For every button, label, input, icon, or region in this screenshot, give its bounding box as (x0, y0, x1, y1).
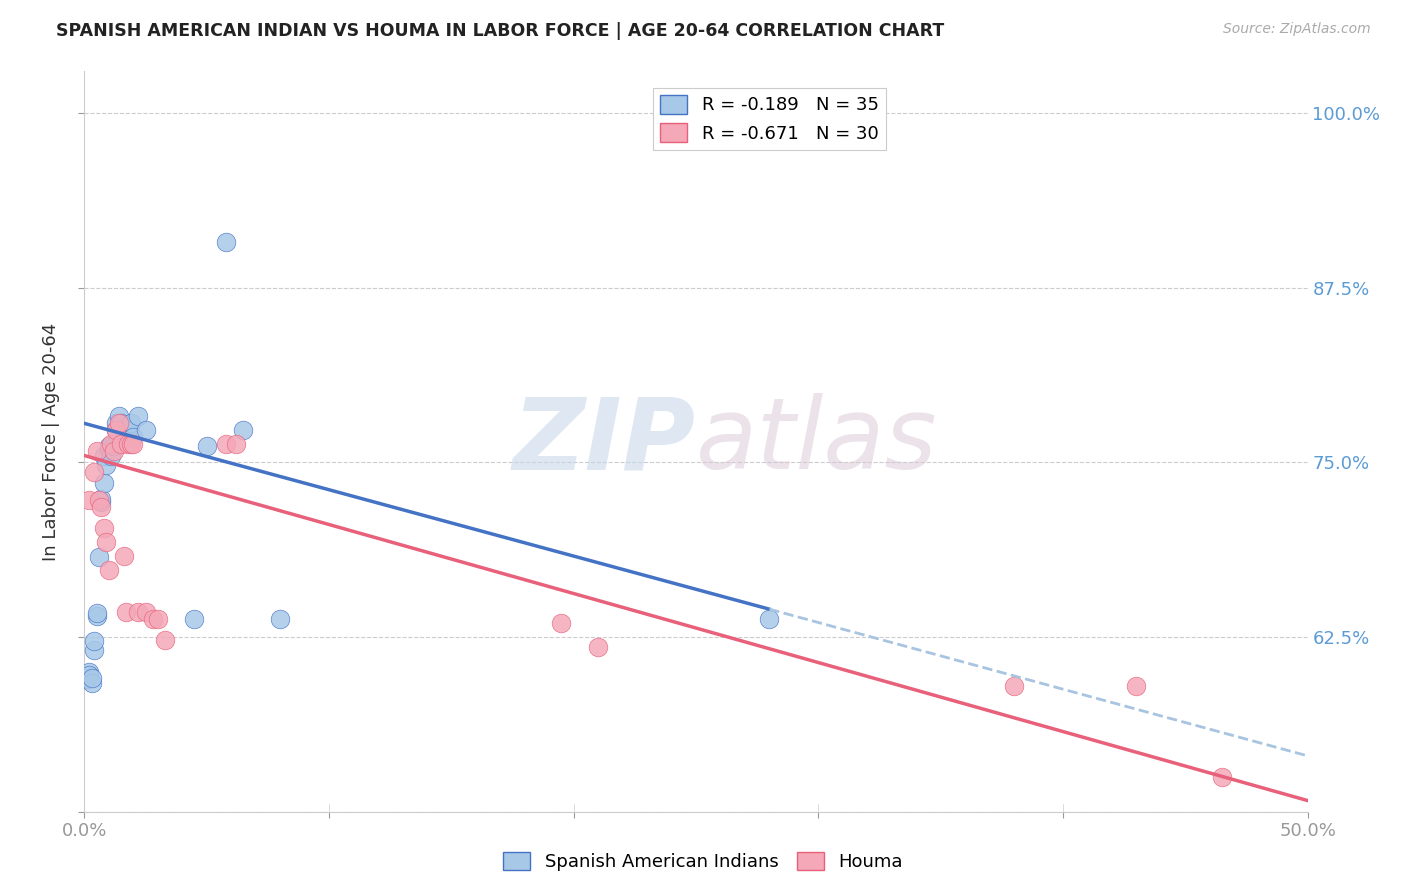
Legend: R = -0.189   N = 35, R = -0.671   N = 30: R = -0.189 N = 35, R = -0.671 N = 30 (652, 87, 886, 150)
Point (83, 465, 105, 479)
Point (80, 671, 103, 685)
Point (80, 676, 103, 690)
Point (225, 437, 247, 451)
Point (93, 521, 115, 535)
Point (120, 417, 142, 431)
Point (107, 417, 129, 431)
Point (758, 612, 780, 626)
Point (100, 449, 122, 463)
Point (77, 665, 100, 679)
Point (142, 612, 165, 626)
Point (153, 632, 176, 647)
Point (86, 607, 108, 621)
Point (77, 668, 100, 682)
Point (122, 430, 145, 444)
Point (86, 444, 108, 458)
Point (90, 491, 112, 506)
Point (107, 409, 129, 424)
Point (110, 437, 132, 451)
Point (115, 605, 138, 619)
Point (97, 442, 120, 456)
Point (1125, 679, 1147, 693)
Point (215, 437, 238, 451)
Point (105, 417, 128, 431)
Text: ZIP: ZIP (513, 393, 696, 490)
Point (97, 563, 120, 577)
Point (195, 439, 218, 453)
Point (127, 409, 149, 424)
Point (110, 417, 132, 431)
Point (105, 423, 128, 437)
Point (77, 493, 100, 508)
Point (93, 449, 115, 463)
Point (90, 494, 112, 508)
Point (87, 550, 110, 565)
Point (120, 437, 142, 451)
Point (96, 458, 118, 473)
Point (117, 437, 139, 451)
Point (183, 612, 205, 626)
Point (1211, 770, 1233, 784)
Point (135, 423, 157, 437)
Point (112, 423, 135, 437)
Point (1002, 679, 1025, 693)
Point (146, 612, 169, 626)
Point (135, 605, 157, 619)
Point (103, 444, 125, 458)
Point (550, 616, 572, 631)
Point (90, 500, 112, 515)
Point (215, 235, 238, 249)
Point (93, 476, 115, 491)
Y-axis label: In Labor Force | Age 20-64: In Labor Force | Age 20-64 (42, 322, 60, 561)
Point (83, 634, 105, 648)
Text: SPANISH AMERICAN INDIAN VS HOUMA IN LABOR FORCE | AGE 20-64 CORRELATION CHART: SPANISH AMERICAN INDIAN VS HOUMA IN LABO… (56, 22, 945, 40)
Point (103, 439, 125, 453)
Point (112, 549, 135, 563)
Point (97, 439, 120, 453)
Legend: Spanish American Indians, Houma: Spanish American Indians, Houma (496, 845, 910, 879)
Point (100, 437, 122, 451)
Point (586, 640, 609, 654)
Text: atlas: atlas (696, 393, 938, 490)
Point (96, 535, 118, 549)
Point (76, 672, 98, 686)
Point (232, 423, 254, 437)
Point (83, 642, 105, 657)
Point (86, 609, 108, 624)
Text: Source: ZipAtlas.com: Source: ZipAtlas.com (1223, 22, 1371, 37)
Point (122, 437, 145, 451)
Point (105, 423, 128, 437)
Point (127, 605, 149, 619)
Point (269, 612, 291, 626)
Point (87, 493, 110, 508)
Point (117, 423, 139, 437)
